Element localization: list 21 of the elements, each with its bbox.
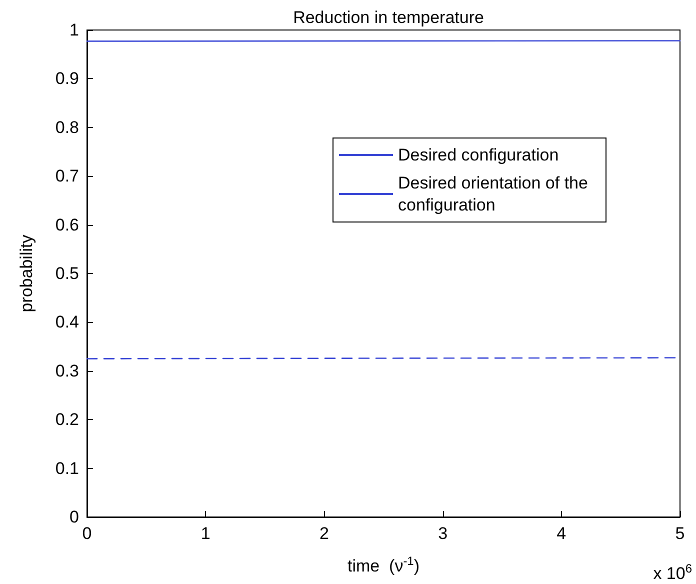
y-tick-label: 0.3 xyxy=(55,361,79,380)
x-tick-label: 2 xyxy=(319,524,329,543)
x-tick-label: 0 xyxy=(82,524,92,543)
y-tick-label: 0.6 xyxy=(55,215,79,234)
y-tick-label: 0.9 xyxy=(55,69,79,88)
y-tick-label: 0.2 xyxy=(55,410,79,430)
legend-label: Desired orientation of the configuration xyxy=(398,174,593,214)
x-tick-label: 4 xyxy=(556,524,566,543)
y-tick-label: 1 xyxy=(70,20,79,40)
x-tick-label: 5 xyxy=(675,524,685,543)
y-tick-label: 0 xyxy=(70,508,79,526)
y-tick-label: 0.1 xyxy=(55,458,79,478)
y-axis-title: probability xyxy=(17,234,36,312)
y-tick-label: 0.7 xyxy=(55,166,79,186)
x-tick-label: 3 xyxy=(438,524,448,543)
legend-label: Desired configuration xyxy=(398,146,559,164)
y-tick-label: 0.8 xyxy=(55,118,79,137)
chart-title: Reduction in temperature xyxy=(293,8,484,27)
y-tick-label: 0.4 xyxy=(55,312,79,332)
x-tick-label: 1 xyxy=(200,524,210,543)
y-tick-label: 0.5 xyxy=(55,264,79,283)
